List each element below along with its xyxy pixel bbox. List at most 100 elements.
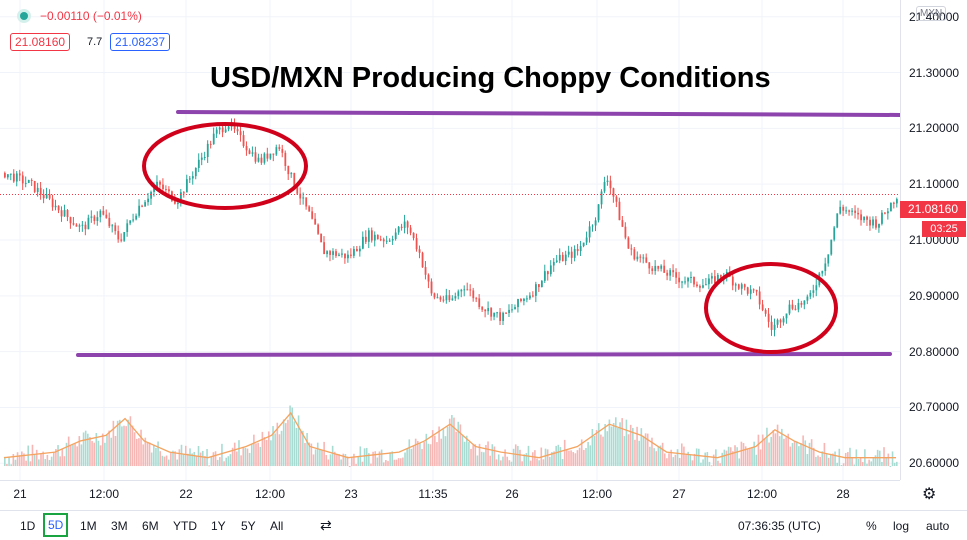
volume-bar bbox=[742, 443, 745, 467]
candle-body bbox=[555, 260, 558, 262]
volume-bar bbox=[204, 456, 206, 467]
candle-body bbox=[618, 201, 621, 221]
time-tick-label: 12:00 bbox=[581, 487, 613, 501]
volume-bar bbox=[625, 419, 628, 467]
utc-clock[interactable]: 07:36:35 (UTC) bbox=[738, 519, 821, 533]
candle-body bbox=[123, 232, 126, 241]
candle-body bbox=[141, 205, 144, 207]
candle-body bbox=[487, 308, 490, 312]
volume-bar bbox=[355, 463, 357, 467]
volume-bar bbox=[570, 450, 572, 467]
volume-bar bbox=[35, 449, 38, 467]
candle-body bbox=[809, 292, 812, 297]
volume-bar bbox=[193, 451, 196, 467]
volume-bar bbox=[597, 423, 600, 467]
candle-body bbox=[203, 156, 206, 158]
candle-body bbox=[737, 284, 740, 289]
percent-toggle[interactable]: % bbox=[866, 519, 877, 533]
candle-body bbox=[573, 249, 576, 258]
volume-bar bbox=[348, 466, 351, 468]
candle-body bbox=[266, 153, 269, 159]
bottom-toolbar: 1D 5D 1M 3M 6M YTD 1Y 5Y All ⇄ 07:36:35 … bbox=[0, 510, 967, 540]
time-axis[interactable]: 21 12:00 22 12:00 23 11:35 26 12:00 27 12:00 28 bbox=[0, 480, 900, 509]
candle-body bbox=[561, 254, 564, 262]
timeframe-1d-button[interactable]: 1D bbox=[20, 519, 36, 533]
timeframe-1y-button[interactable]: 1Y bbox=[211, 519, 226, 533]
log-toggle[interactable]: log bbox=[893, 519, 910, 533]
timeframe-5y-button[interactable]: 5Y bbox=[241, 519, 256, 533]
candle-body bbox=[645, 257, 648, 263]
timeframe-3m-button[interactable]: 3M bbox=[111, 519, 128, 533]
candle-body bbox=[353, 248, 355, 256]
volume-bar bbox=[121, 426, 123, 467]
candle-body bbox=[42, 194, 45, 199]
timeframe-all-button[interactable]: All bbox=[270, 519, 284, 533]
timeframe-5d-button[interactable]: 5D bbox=[43, 513, 69, 537]
candle-body bbox=[311, 211, 314, 219]
volume-bar bbox=[746, 449, 749, 467]
candle-body bbox=[329, 251, 331, 255]
volume-bar bbox=[259, 446, 262, 467]
volume-bar bbox=[191, 453, 193, 467]
volume-bar bbox=[114, 435, 117, 467]
volume-bar bbox=[210, 456, 213, 467]
volume-bar bbox=[736, 447, 738, 467]
candle-body bbox=[39, 187, 42, 195]
candle-body bbox=[212, 133, 215, 145]
volume-bar bbox=[167, 459, 170, 467]
candle-body bbox=[412, 232, 415, 239]
volume-bar bbox=[378, 451, 381, 467]
volume-bar bbox=[138, 438, 140, 467]
candle-body bbox=[782, 318, 785, 323]
volume-bar bbox=[312, 454, 315, 467]
volume-bar bbox=[548, 456, 551, 467]
volume-bar bbox=[519, 449, 521, 467]
timeframe-6m-button[interactable]: 6M bbox=[142, 519, 159, 533]
volume-bar bbox=[830, 453, 832, 467]
volume-bar bbox=[621, 418, 623, 467]
candle-body bbox=[359, 248, 361, 252]
candle-body bbox=[627, 237, 630, 249]
volume-bar bbox=[619, 422, 621, 467]
volume-bar bbox=[649, 446, 651, 467]
gear-icon[interactable]: ⚙ bbox=[922, 486, 937, 503]
price-axis[interactable]: 21.40000 21.30000 21.20000 21.10000 21.00000… bbox=[900, 0, 967, 480]
volume-bar bbox=[444, 436, 447, 467]
price-chart[interactable]: −0.00110 (−0.01%) 21.08160 7.7 21.08237 … bbox=[0, 0, 907, 480]
time-tick-label: 22 bbox=[179, 487, 193, 501]
candle-body bbox=[433, 293, 436, 298]
timeframe-1m-button[interactable]: 1M bbox=[80, 519, 97, 533]
volume-bar bbox=[414, 438, 417, 467]
volume-bar bbox=[563, 439, 566, 467]
buy-price-button[interactable]: 21.08237 bbox=[110, 33, 171, 51]
volume-bar bbox=[336, 453, 338, 467]
candle-body bbox=[884, 212, 886, 214]
volume-bar bbox=[493, 446, 496, 467]
candle-body bbox=[830, 239, 833, 255]
volume-bar bbox=[346, 456, 349, 467]
volume-bar bbox=[438, 426, 440, 467]
volume-bar bbox=[772, 430, 775, 467]
volume-bar bbox=[236, 451, 238, 467]
volume-bar bbox=[708, 461, 711, 467]
volume-bar bbox=[851, 458, 853, 467]
volume-bar bbox=[457, 421, 460, 467]
candle-body bbox=[356, 248, 358, 252]
volume-bar bbox=[146, 442, 149, 467]
volume-bar bbox=[768, 442, 770, 467]
auto-toggle[interactable]: auto bbox=[926, 519, 950, 533]
compare-icon[interactable]: ⇄ bbox=[320, 517, 332, 533]
sell-price-button[interactable]: 21.08160 bbox=[10, 33, 71, 51]
volume-bar bbox=[387, 461, 389, 467]
volume-bar bbox=[12, 454, 15, 467]
volume-bar bbox=[423, 442, 425, 467]
candle-body bbox=[335, 251, 337, 256]
volume-bar bbox=[734, 445, 736, 467]
volume-bar bbox=[542, 459, 545, 467]
candle-body bbox=[869, 219, 871, 226]
candle-body bbox=[693, 277, 695, 285]
volume-bar bbox=[453, 417, 455, 467]
volume-bar bbox=[587, 441, 589, 467]
timeframe-ytd-button[interactable]: YTD bbox=[173, 519, 197, 533]
volume-bar bbox=[82, 432, 85, 467]
